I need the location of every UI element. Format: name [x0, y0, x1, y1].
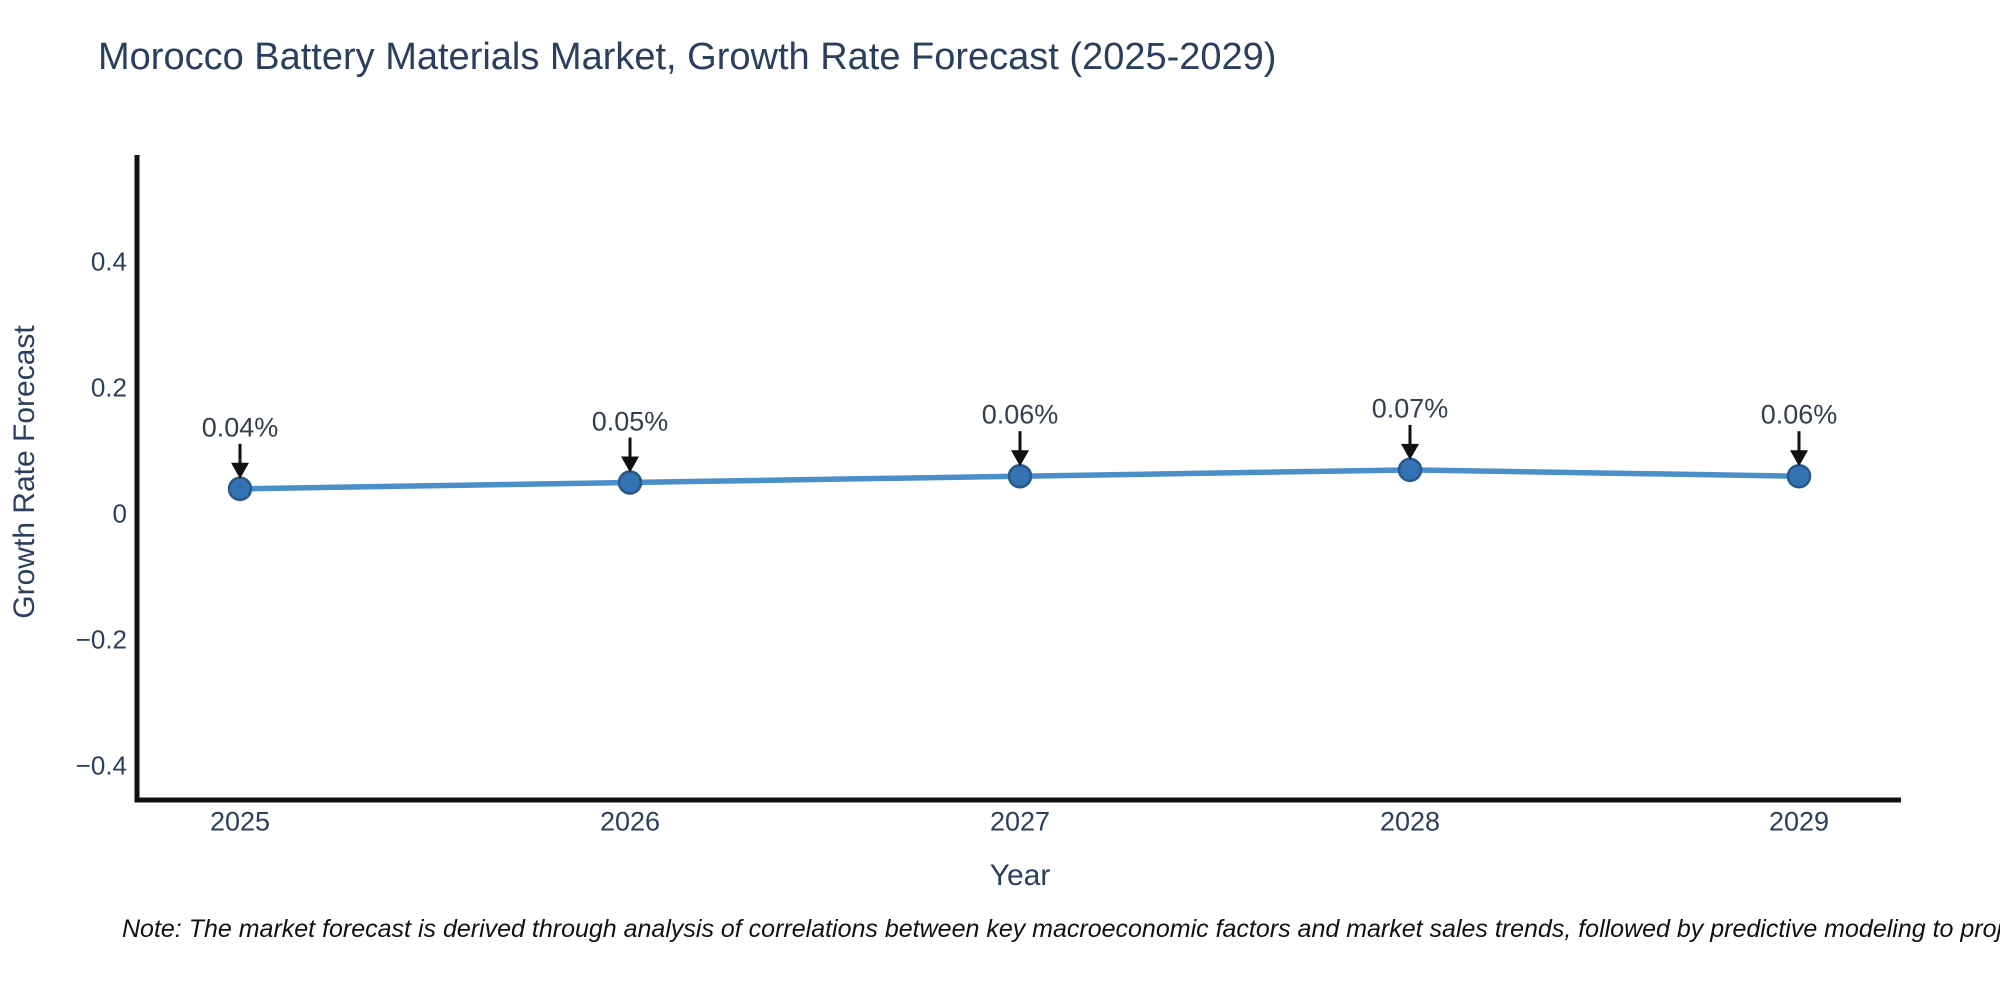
- point-annotation: 0.05%: [591, 406, 669, 436]
- annotation-arrow: [231, 443, 249, 479]
- arrow-head: [1401, 443, 1419, 460]
- data-point-marker: [617, 470, 643, 495]
- point-annotation: 0.07%: [1371, 393, 1449, 424]
- x-tick-label: 2026: [599, 806, 661, 837]
- y-tick-label: 0.4: [90, 246, 127, 277]
- arrow-head: [231, 462, 249, 479]
- axis-line: [134, 155, 1901, 803]
- x-tick-label: 2029: [1768, 806, 1830, 837]
- point-annotation: 0.04%: [201, 412, 279, 443]
- x-tick-label: 2025: [209, 806, 271, 837]
- x-axis-title: Year: [989, 859, 1051, 892]
- x-tick-label: 2027: [989, 806, 1051, 837]
- annotation-arrow: [621, 437, 639, 473]
- chart-title: Morocco Battery Materials Market, Growth…: [98, 36, 1277, 78]
- annotation-arrow: [1011, 431, 1029, 467]
- annotation-arrow: [1790, 431, 1808, 467]
- y-tick-label: −0.4: [75, 750, 127, 781]
- point-annotation: 0.06%: [1760, 399, 1838, 430]
- data-point-marker: [1397, 457, 1423, 483]
- annotation-arrow: [1401, 424, 1419, 460]
- arrow-head: [621, 456, 639, 473]
- data-point-marker: [227, 476, 253, 502]
- arrow-head: [1790, 450, 1808, 467]
- data-point-marker: [1786, 463, 1812, 489]
- y-tick-label: 0: [112, 498, 127, 529]
- point-annotation: 0.06%: [981, 399, 1059, 430]
- data-point-marker: [1007, 463, 1033, 489]
- y-tick-label: −0.2: [75, 624, 127, 655]
- x-tick-label: 2028: [1379, 806, 1441, 837]
- footnote: Note: The market forecast is derived thr…: [122, 915, 2000, 943]
- y-tick-label: 0.2: [90, 372, 127, 403]
- arrow-head: [1011, 450, 1029, 467]
